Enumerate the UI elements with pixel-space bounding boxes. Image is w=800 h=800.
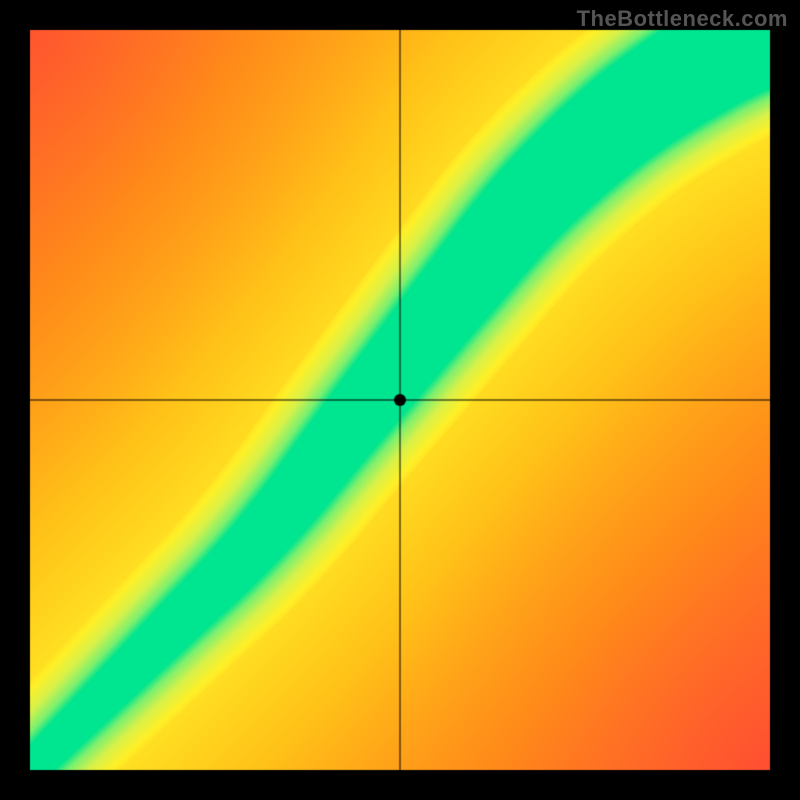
chart-container: TheBottleneck.com [0, 0, 800, 800]
heatmap-canvas [0, 0, 800, 800]
watermark-label: TheBottleneck.com [577, 6, 788, 32]
